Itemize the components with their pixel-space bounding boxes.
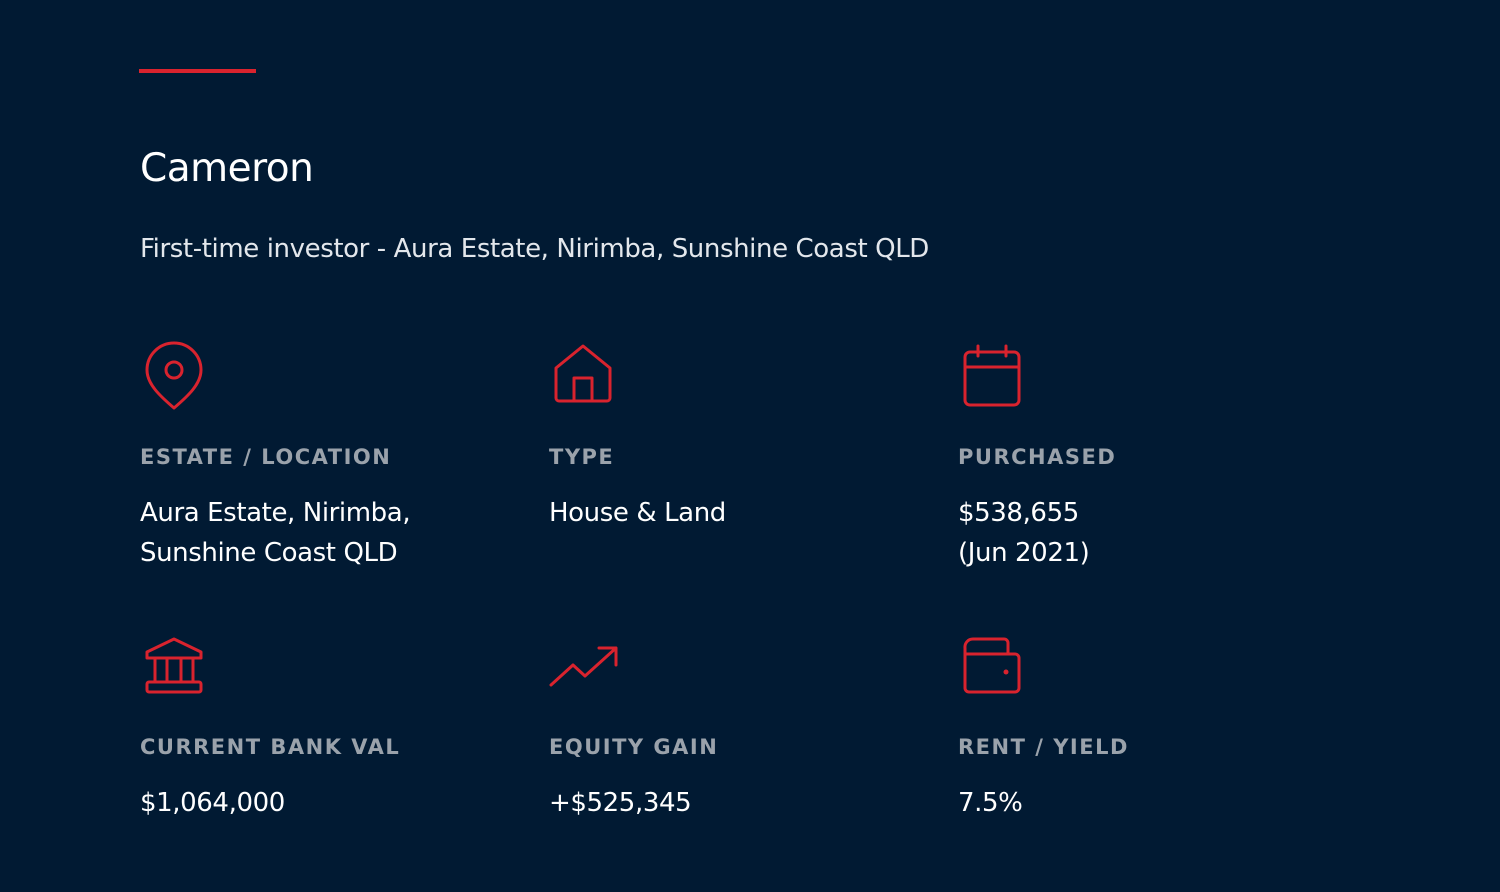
accent-line: [139, 69, 256, 73]
item-label: EQUITY GAIN: [549, 735, 719, 759]
item-label: CURRENT BANK VAL: [140, 735, 401, 759]
title: Cameron: [140, 146, 314, 191]
item-label: ESTATE / LOCATION: [140, 445, 392, 469]
item-label: TYPE: [549, 445, 615, 469]
value-line: +$525,345: [549, 788, 692, 818]
value-line: Sunshine Coast QLD: [140, 538, 398, 568]
item-value: 7.5%: [958, 783, 1023, 823]
value-line: $538,655: [958, 498, 1079, 528]
calendar-icon: [963, 344, 1021, 407]
value-line: House & Land: [549, 498, 726, 528]
subtitle: First-time investor - Aura Estate, Nirim…: [140, 234, 929, 264]
item-value: House & Land: [549, 493, 726, 533]
item-value: +$525,345: [549, 783, 692, 823]
item-value: $538,655 (Jun 2021): [958, 493, 1090, 573]
trend-icon: [549, 646, 618, 687]
item-value: $1,064,000: [140, 783, 285, 823]
item-label: PURCHASED: [958, 445, 1117, 469]
location-icon: [145, 341, 203, 410]
wallet-icon: [963, 637, 1021, 694]
bank-icon: [145, 637, 203, 694]
value-line: 7.5%: [958, 788, 1023, 818]
item-label: RENT / YIELD: [958, 735, 1129, 759]
value-line: Aura Estate, Nirimba,: [140, 498, 411, 528]
house-icon: [554, 344, 612, 403]
value-line: $1,064,000: [140, 788, 285, 818]
value-line: (Jun 2021): [958, 538, 1090, 568]
item-value: Aura Estate, Nirimba, Sunshine Coast QLD: [140, 493, 411, 573]
